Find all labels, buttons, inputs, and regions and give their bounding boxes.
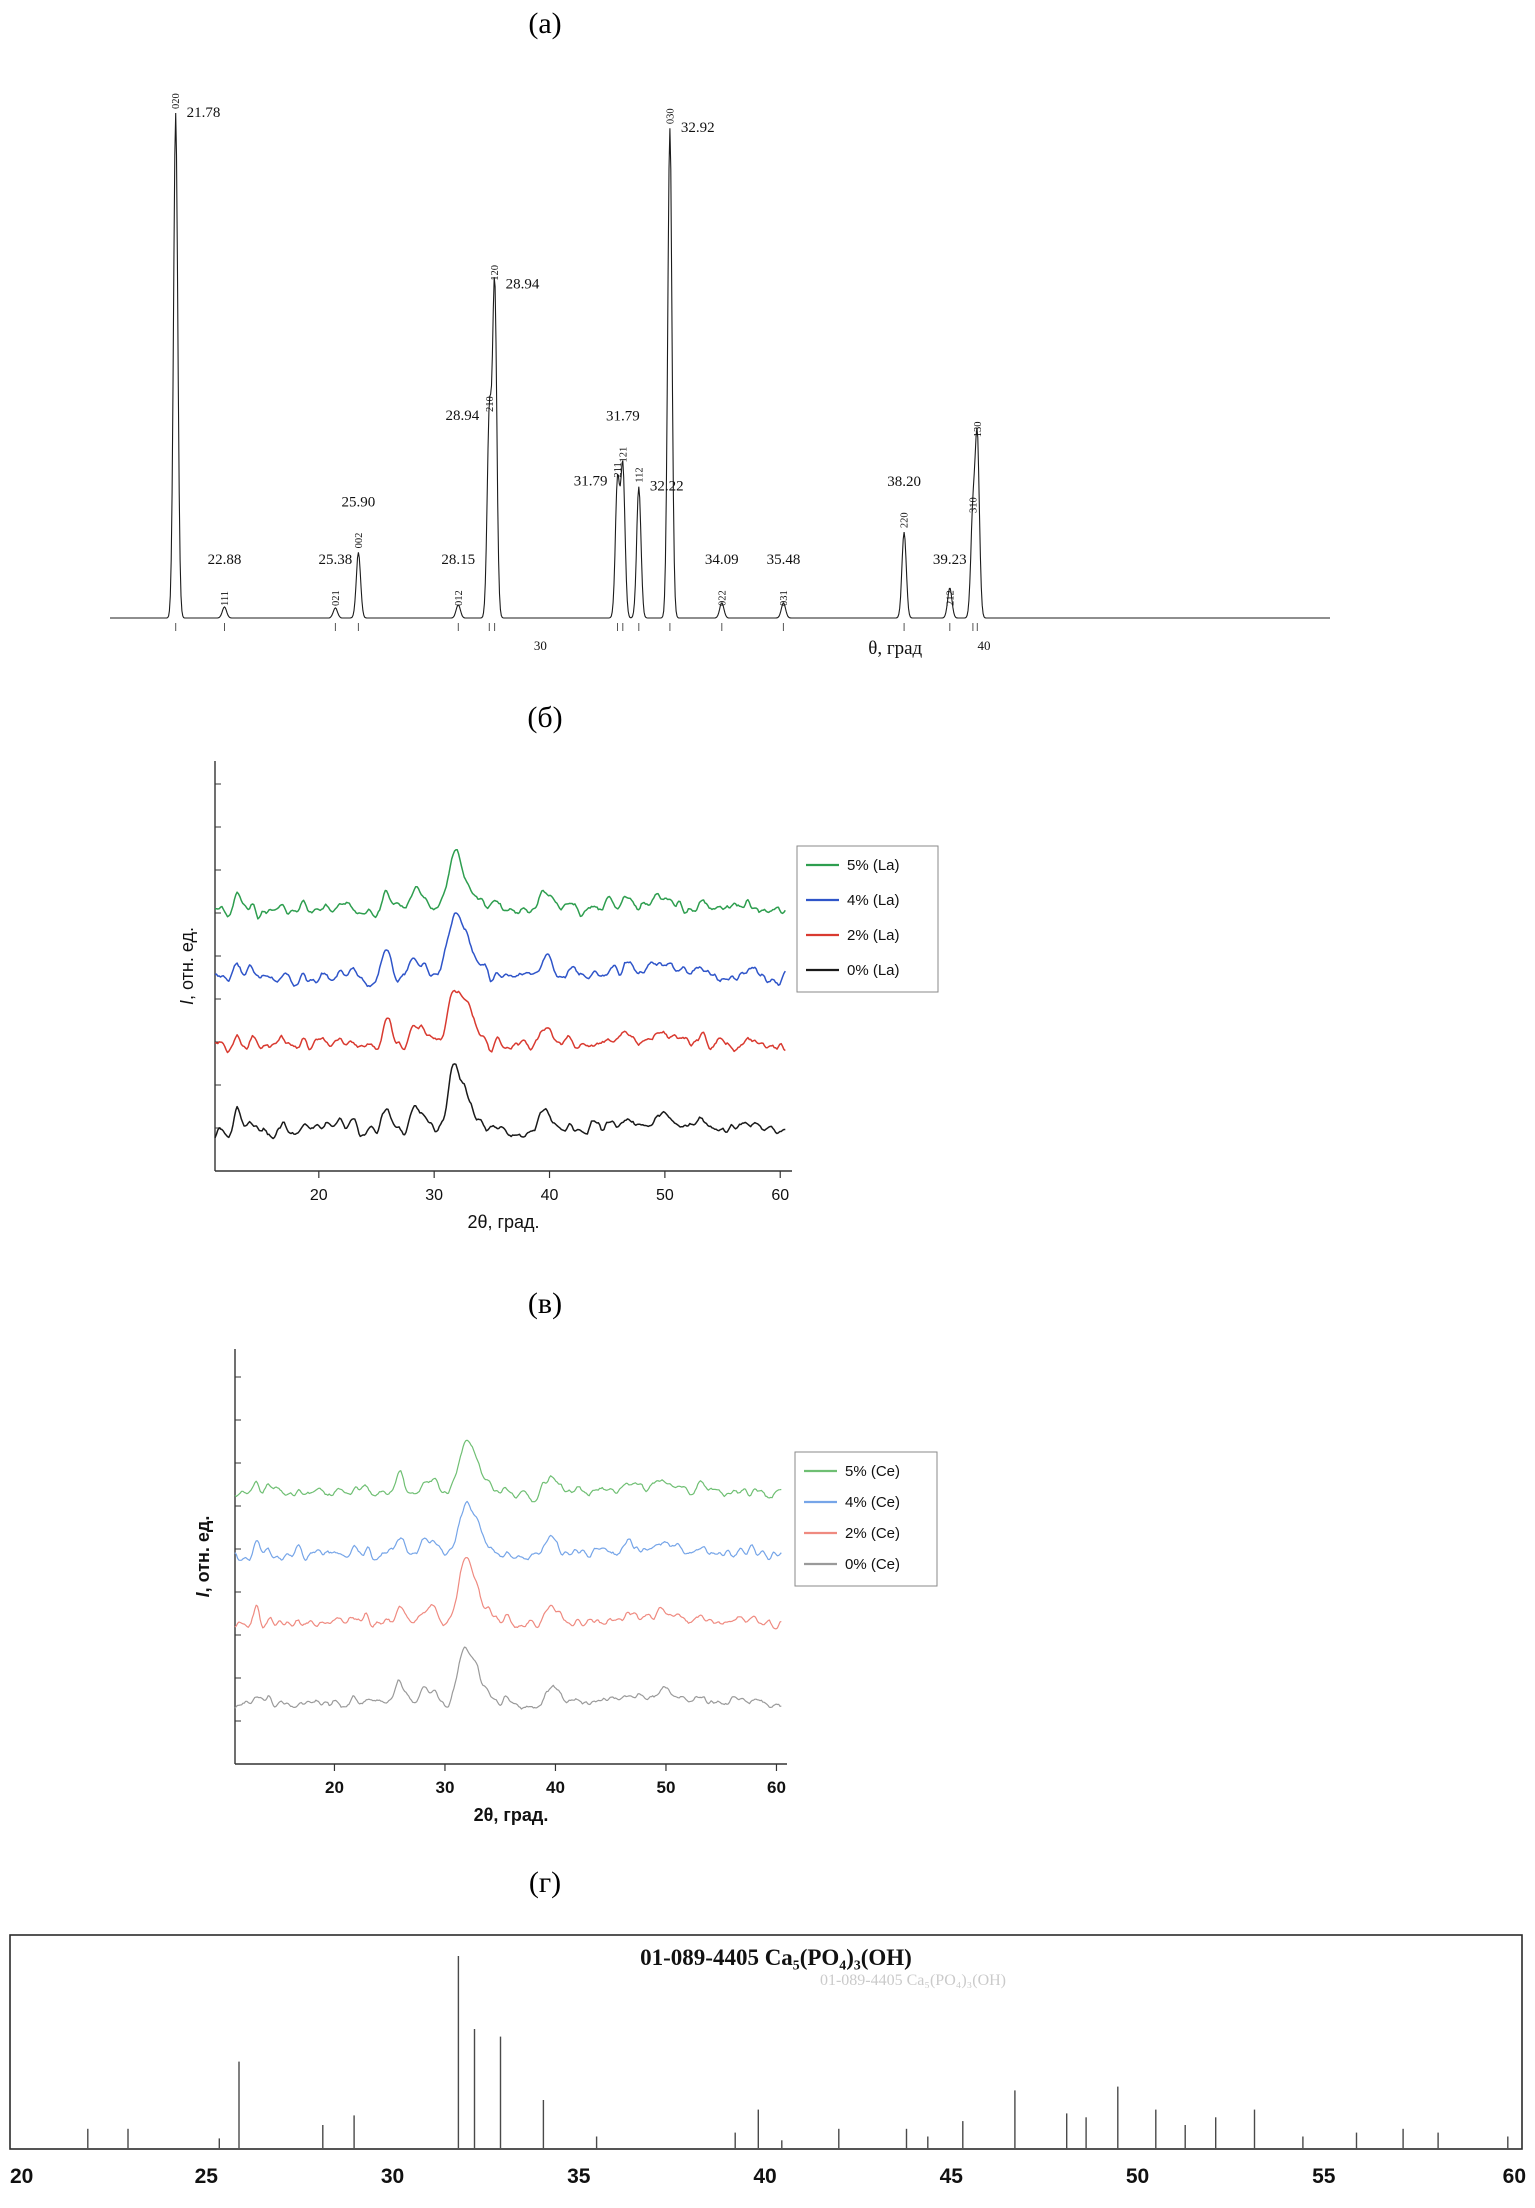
reference-box xyxy=(9,1934,1523,2150)
peak-value-label: 32.22 xyxy=(650,479,684,495)
legend-label: 2% (La) xyxy=(847,927,900,944)
x-tick-label: 40 xyxy=(753,2165,776,2188)
peak-value-label: 28.94 xyxy=(446,408,480,424)
x-tick-label: 25 xyxy=(195,2165,219,2188)
x-axis-title: θ, град xyxy=(868,638,922,659)
x-tick-label: 30 xyxy=(534,638,547,653)
peak-value-label: 25.90 xyxy=(342,494,376,510)
peak-value-label: 34.09 xyxy=(705,552,739,568)
legend-label: 5% (Ce) xyxy=(845,1463,900,1480)
panel-g-wrapper: 01-089-4405 Ca₅(PO₄)₃(OH) 01-089-4405 Ca₅… xyxy=(8,1931,1535,2193)
x-tick-label: 55 xyxy=(1312,2165,1336,2188)
x-tick-label: 30 xyxy=(381,2165,404,2188)
xrd-trace-2-Ce- xyxy=(234,1557,782,1630)
x-tick-label: 50 xyxy=(657,1778,676,1797)
x-axis-title: 2θ, град. xyxy=(474,1805,549,1825)
x-tick-label: 60 xyxy=(767,1778,786,1797)
peak-value-label: 28.15 xyxy=(441,552,475,568)
hkl-label: 020 xyxy=(171,93,182,109)
xrd-trace-2-La- xyxy=(214,989,786,1054)
hkl-label: 002 xyxy=(354,533,365,549)
x-tick-label: 50 xyxy=(1126,2165,1149,2188)
x-tick-label: 60 xyxy=(1503,2165,1526,2188)
panel-v-xrd-chart: 20 30 40 50 60 2θ, град. I, отн. ед. 5% (Ce) 4% … xyxy=(195,1349,938,1825)
peak-value-label: 35.48 xyxy=(767,552,801,568)
xrd-trace-0-La- xyxy=(214,1063,786,1140)
x-tick-label: 30 xyxy=(435,1778,454,1797)
peak-value-label: 28.94 xyxy=(506,277,540,293)
hkl-label: 130 xyxy=(973,422,984,438)
panel-b-caption: (б) xyxy=(527,701,563,734)
hkl-label: 121 xyxy=(618,447,629,463)
xrd-trace-5-La- xyxy=(214,849,786,920)
x-tick-label: 45 xyxy=(940,2165,964,2188)
hkl-label: 210 xyxy=(485,396,496,412)
legend-label: 0% (Ce) xyxy=(845,1556,900,1573)
x-axis-title: 2θ, град. xyxy=(467,1212,539,1232)
hkl-label: 220 xyxy=(900,512,911,528)
x-tick-label: 20 xyxy=(310,1187,328,1204)
legend-label: 2% (Ce) xyxy=(845,1525,900,1542)
legend-label: 4% (Ce) xyxy=(845,1494,900,1511)
peak-value-label: 21.78 xyxy=(187,105,221,121)
peak-value-label: 31.79 xyxy=(606,409,640,425)
hkl-label: 212 xyxy=(945,590,956,606)
legend-label: 0% (La) xyxy=(847,962,900,979)
hkl-label: 112 xyxy=(634,467,645,482)
hkl-label: 012 xyxy=(454,590,465,606)
hkl-label: 211 xyxy=(613,462,624,477)
reference-card-title-ghost: 01-089-4405 Ca₅(PO₄)₃(OH) xyxy=(820,1972,1006,1989)
xrd-trace-5-Ce- xyxy=(234,1439,782,1503)
peak-value-label: 22.88 xyxy=(208,552,242,568)
x-tick-label: 50 xyxy=(656,1187,674,1204)
legend-box xyxy=(796,845,939,993)
hkl-label: 310 xyxy=(968,497,979,513)
legend-label: 4% (La) xyxy=(847,892,900,909)
x-tick-label: 40 xyxy=(546,1778,565,1797)
x-tick-label: 20 xyxy=(10,2165,33,2188)
x-tick-label: 30 xyxy=(425,1187,443,1204)
xrd-trace-0-Ce- xyxy=(234,1646,782,1710)
hkl-label: 120 xyxy=(490,265,501,281)
x-tick-label: 40 xyxy=(541,1187,559,1204)
hkl-label: 022 xyxy=(717,590,728,606)
xrd-trace-4-La- xyxy=(214,912,786,988)
panel-b-wrapper: 20 30 40 50 60 2θ, град. I, отн. ед. 5% (La) 4% … xyxy=(180,746,1535,1246)
panel-v-caption: (в) xyxy=(527,1287,563,1320)
panel-v-wrapper: 20 30 40 50 60 2θ, град. I, отн. ед. 5% (Ce) 4% … xyxy=(195,1334,1535,1839)
reference-card-title: 01-089-4405 Ca₅(PO₄)₃(OH) xyxy=(640,1945,912,1970)
panel-b-xrd-chart: 20 30 40 50 60 2θ, град. I, отн. ед. 5% (La) 4% … xyxy=(180,761,939,1232)
x-tick-label: 35 xyxy=(567,2165,591,2188)
panel-g-caption: (г) xyxy=(528,1866,562,1899)
panel-g-reference-chart: 01-089-4405 Ca₅(PO₄)₃(OH) 01-089-4405 Ca₅… xyxy=(9,1934,1526,2188)
hkl-label: 030 xyxy=(665,108,676,124)
x-tick-label: 40 xyxy=(977,638,990,653)
x-tick-label: 20 xyxy=(325,1778,344,1797)
peak-value-label: 32.92 xyxy=(681,120,715,136)
y-axis-title: I, отн. ед. xyxy=(180,927,197,1005)
legend-label: 5% (La) xyxy=(847,857,900,874)
peak-value-label: 39.23 xyxy=(933,552,967,568)
y-axis-title: I, отн. ед. xyxy=(195,1516,213,1598)
peak-value-label: 25.38 xyxy=(318,552,352,568)
panel-a-caption: (а) xyxy=(528,7,562,40)
peak-value-label: 31.79 xyxy=(574,474,608,490)
xrd-trace-4-Ce- xyxy=(234,1500,782,1561)
hkl-label: 031 xyxy=(779,590,790,606)
hkl-label: 111 xyxy=(220,591,231,606)
peak-value-label: 38.20 xyxy=(887,474,921,490)
x-tick-label: 60 xyxy=(771,1187,789,1204)
xrd-calculated-curve xyxy=(110,112,1330,619)
hkl-label: 021 xyxy=(331,590,342,606)
